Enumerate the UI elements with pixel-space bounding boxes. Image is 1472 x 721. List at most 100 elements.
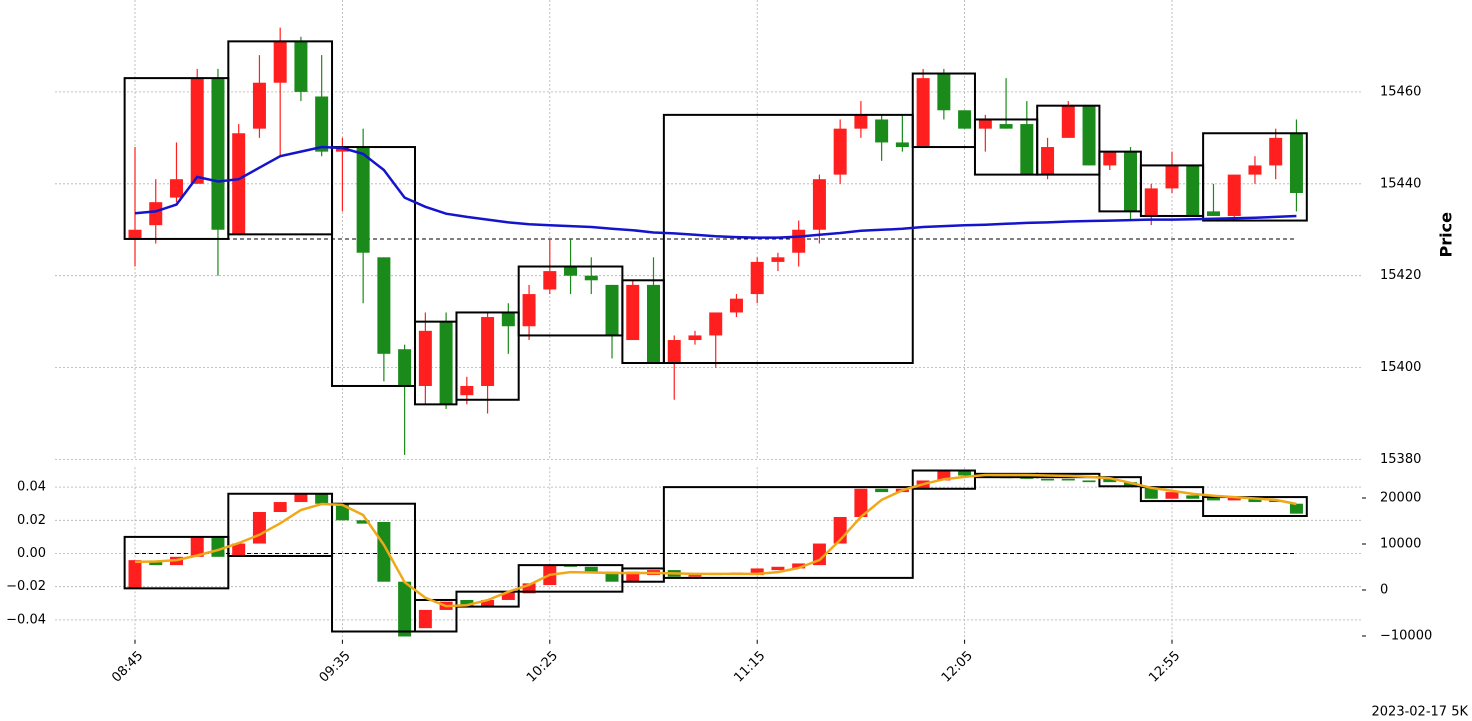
- candle-body: [273, 502, 287, 513]
- candle-body: [750, 261, 764, 295]
- y-tick-label: −0.04: [6, 612, 46, 627]
- candle-body: [1124, 151, 1138, 212]
- candle-body: [999, 124, 1013, 129]
- y-tick-label: 0.02: [17, 513, 46, 528]
- y-tick-label: 0.00: [17, 546, 46, 561]
- candle-body: [252, 512, 266, 544]
- range-box: [123, 535, 230, 590]
- candle-body: [875, 119, 889, 143]
- candle-body: [1289, 503, 1303, 514]
- y-tick-label: 15380: [1380, 452, 1421, 467]
- candle-body: [1227, 174, 1241, 216]
- candle-body: [1206, 497, 1220, 501]
- candle-body: [1227, 497, 1241, 501]
- range-box: [911, 469, 976, 490]
- y2-tick-label: 20000: [1380, 491, 1421, 506]
- range-box: [911, 72, 976, 149]
- y-tick-label: −0.02: [6, 579, 46, 594]
- candle-body: [501, 591, 515, 600]
- candle-body: [1082, 480, 1096, 483]
- candle-body: [522, 583, 536, 594]
- candle-body: [211, 78, 225, 230]
- candle-body: [937, 470, 951, 481]
- candle-body: [169, 179, 183, 198]
- candle-body: [937, 73, 951, 111]
- y2-tick-label: 10000: [1380, 537, 1421, 552]
- range-box: [662, 113, 914, 365]
- candle-body: [792, 229, 806, 253]
- candle-body: [916, 78, 930, 148]
- candle-body: [688, 575, 702, 577]
- candle-body: [232, 133, 246, 235]
- candle-body: [398, 349, 412, 386]
- candle-body: [1165, 165, 1179, 189]
- candle-body: [211, 536, 225, 557]
- candle-body: [895, 142, 909, 148]
- footer: 2023-02-17 5K: [1372, 705, 1469, 720]
- range-box: [1202, 132, 1308, 222]
- candle-body: [1103, 478, 1117, 483]
- candle-body: [626, 284, 640, 341]
- candle-body: [1144, 487, 1158, 499]
- candle-body: [564, 266, 578, 276]
- indicator-line: [134, 473, 1297, 608]
- candle-body: [128, 560, 142, 589]
- range-box: [1098, 476, 1142, 488]
- candle-body: [605, 284, 619, 336]
- candle-body: [1206, 211, 1220, 216]
- candle-body: [1061, 478, 1075, 481]
- candle-body: [294, 493, 308, 503]
- candle-body: [1124, 482, 1138, 488]
- candle-body: [812, 543, 826, 566]
- candle-body: [356, 147, 370, 253]
- range-box: [455, 590, 520, 608]
- range-box: [1036, 104, 1101, 176]
- y-axis-label: Price: [1437, 212, 1456, 258]
- candle-body: [958, 470, 972, 476]
- candle-body: [750, 568, 764, 576]
- candle-body: [315, 96, 329, 152]
- candle-body: [1020, 124, 1034, 175]
- candle-body: [1289, 133, 1303, 193]
- range-box: [413, 598, 458, 633]
- candle-body: [335, 147, 349, 152]
- candle-body: [418, 609, 432, 629]
- range-box: [331, 146, 416, 387]
- candle-body: [1041, 147, 1055, 175]
- candle-body: [418, 330, 432, 386]
- y-tick-label: 15460: [1380, 84, 1421, 99]
- range-box: [662, 486, 914, 579]
- candle-body: [190, 536, 204, 557]
- y2-tick-label: −10000: [1380, 628, 1432, 643]
- candle-body: [978, 119, 992, 129]
- candle-body: [605, 571, 619, 582]
- candle-body: [398, 581, 412, 637]
- candle-body: [252, 82, 266, 129]
- candle-body: [709, 312, 723, 336]
- candle-body: [294, 41, 308, 92]
- candle-body: [460, 385, 474, 396]
- range-box: [331, 502, 416, 633]
- y2-tick-label: 0: [1380, 582, 1388, 597]
- y-tick-label: 15400: [1380, 360, 1421, 375]
- candle-body: [439, 321, 453, 405]
- candle-body: [771, 566, 785, 571]
- candle-body: [667, 340, 681, 364]
- candle-body: [356, 520, 370, 524]
- candle-body: [584, 566, 598, 572]
- y-tick-label: 15440: [1380, 176, 1421, 191]
- candle-body: [315, 493, 329, 504]
- candle-body: [854, 488, 868, 517]
- candle-body: [128, 229, 142, 239]
- candle-body: [1082, 105, 1096, 166]
- candle-body: [149, 561, 163, 566]
- candle-body: [522, 294, 536, 327]
- candle-body: [958, 110, 972, 129]
- candle-body: [501, 312, 515, 327]
- range-box: [455, 311, 520, 401]
- candle-body: [460, 599, 474, 607]
- candle-body: [688, 335, 702, 341]
- y-tick-label: 15420: [1380, 268, 1421, 283]
- candle-body: [1269, 137, 1283, 166]
